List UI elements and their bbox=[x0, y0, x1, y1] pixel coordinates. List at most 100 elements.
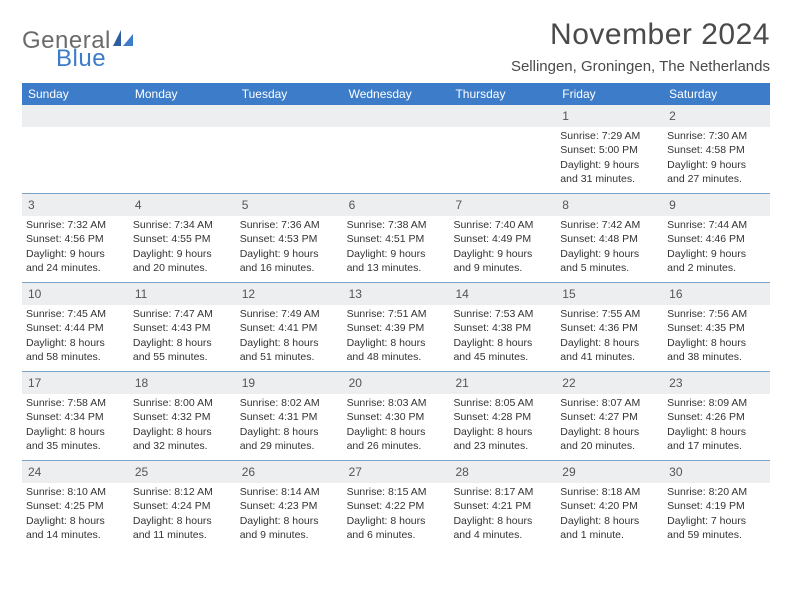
day-number bbox=[343, 105, 450, 127]
day-number: 8 bbox=[556, 194, 663, 216]
day-number: 25 bbox=[129, 461, 236, 483]
day-number: 12 bbox=[236, 283, 343, 305]
day-number: 16 bbox=[663, 283, 770, 305]
day-cell: 10Sunrise: 7:45 AMSunset: 4:44 PMDayligh… bbox=[22, 283, 129, 371]
daylight-text: Daylight: 8 hours and 11 minutes. bbox=[133, 514, 232, 542]
weekday-header: Tuesday bbox=[236, 83, 343, 105]
day-body bbox=[343, 127, 450, 133]
sunset-text: Sunset: 4:19 PM bbox=[667, 499, 766, 513]
day-number: 3 bbox=[22, 194, 129, 216]
daylight-text: Daylight: 8 hours and 35 minutes. bbox=[26, 425, 125, 453]
day-number: 10 bbox=[22, 283, 129, 305]
month-title: November 2024 bbox=[511, 18, 770, 52]
sunrise-text: Sunrise: 7:30 AM bbox=[667, 129, 766, 143]
daylight-text: Daylight: 8 hours and 32 minutes. bbox=[133, 425, 232, 453]
day-number: 5 bbox=[236, 194, 343, 216]
day-body: Sunrise: 7:38 AMSunset: 4:51 PMDaylight:… bbox=[343, 216, 450, 279]
day-body: Sunrise: 7:40 AMSunset: 4:49 PMDaylight:… bbox=[449, 216, 556, 279]
day-body: Sunrise: 8:07 AMSunset: 4:27 PMDaylight:… bbox=[556, 394, 663, 457]
day-number: 9 bbox=[663, 194, 770, 216]
daylight-text: Daylight: 9 hours and 31 minutes. bbox=[560, 158, 659, 186]
daylight-text: Daylight: 8 hours and 55 minutes. bbox=[133, 336, 232, 364]
sunrise-text: Sunrise: 7:42 AM bbox=[560, 218, 659, 232]
day-number: 24 bbox=[22, 461, 129, 483]
day-number: 29 bbox=[556, 461, 663, 483]
sunrise-text: Sunrise: 8:07 AM bbox=[560, 396, 659, 410]
day-cell: 25Sunrise: 8:12 AMSunset: 4:24 PMDayligh… bbox=[129, 461, 236, 549]
day-cell bbox=[343, 105, 450, 193]
logo: General Blue bbox=[22, 18, 135, 71]
day-cell: 28Sunrise: 8:17 AMSunset: 4:21 PMDayligh… bbox=[449, 461, 556, 549]
sunset-text: Sunset: 4:22 PM bbox=[347, 499, 446, 513]
day-cell: 5Sunrise: 7:36 AMSunset: 4:53 PMDaylight… bbox=[236, 194, 343, 282]
day-cell: 7Sunrise: 7:40 AMSunset: 4:49 PMDaylight… bbox=[449, 194, 556, 282]
week-row: 17Sunrise: 7:58 AMSunset: 4:34 PMDayligh… bbox=[22, 372, 770, 461]
day-cell: 26Sunrise: 8:14 AMSunset: 4:23 PMDayligh… bbox=[236, 461, 343, 549]
sunset-text: Sunset: 4:48 PM bbox=[560, 232, 659, 246]
weekday-header: Thursday bbox=[449, 83, 556, 105]
sunset-text: Sunset: 4:49 PM bbox=[453, 232, 552, 246]
sunset-text: Sunset: 4:35 PM bbox=[667, 321, 766, 335]
day-cell: 30Sunrise: 8:20 AMSunset: 4:19 PMDayligh… bbox=[663, 461, 770, 549]
day-number: 26 bbox=[236, 461, 343, 483]
week-row: 3Sunrise: 7:32 AMSunset: 4:56 PMDaylight… bbox=[22, 194, 770, 283]
daylight-text: Daylight: 8 hours and 4 minutes. bbox=[453, 514, 552, 542]
day-cell: 29Sunrise: 8:18 AMSunset: 4:20 PMDayligh… bbox=[556, 461, 663, 549]
day-number: 6 bbox=[343, 194, 450, 216]
daylight-text: Daylight: 8 hours and 1 minute. bbox=[560, 514, 659, 542]
daylight-text: Daylight: 8 hours and 45 minutes. bbox=[453, 336, 552, 364]
day-body: Sunrise: 7:45 AMSunset: 4:44 PMDaylight:… bbox=[22, 305, 129, 368]
sunrise-text: Sunrise: 7:58 AM bbox=[26, 396, 125, 410]
day-body: Sunrise: 8:05 AMSunset: 4:28 PMDaylight:… bbox=[449, 394, 556, 457]
day-cell: 20Sunrise: 8:03 AMSunset: 4:30 PMDayligh… bbox=[343, 372, 450, 460]
daylight-text: Daylight: 8 hours and 20 minutes. bbox=[560, 425, 659, 453]
sunrise-text: Sunrise: 7:49 AM bbox=[240, 307, 339, 321]
sunrise-text: Sunrise: 8:03 AM bbox=[347, 396, 446, 410]
sunrise-text: Sunrise: 7:34 AM bbox=[133, 218, 232, 232]
day-cell: 13Sunrise: 7:51 AMSunset: 4:39 PMDayligh… bbox=[343, 283, 450, 371]
day-number: 1 bbox=[556, 105, 663, 127]
daylight-text: Daylight: 8 hours and 17 minutes. bbox=[667, 425, 766, 453]
sunset-text: Sunset: 4:43 PM bbox=[133, 321, 232, 335]
day-number bbox=[129, 105, 236, 127]
day-body: Sunrise: 8:02 AMSunset: 4:31 PMDaylight:… bbox=[236, 394, 343, 457]
day-number: 13 bbox=[343, 283, 450, 305]
sunrise-text: Sunrise: 8:10 AM bbox=[26, 485, 125, 499]
sunset-text: Sunset: 4:46 PM bbox=[667, 232, 766, 246]
sunrise-text: Sunrise: 8:09 AM bbox=[667, 396, 766, 410]
sunset-text: Sunset: 4:44 PM bbox=[26, 321, 125, 335]
day-body: Sunrise: 7:29 AMSunset: 5:00 PMDaylight:… bbox=[556, 127, 663, 190]
day-cell: 22Sunrise: 8:07 AMSunset: 4:27 PMDayligh… bbox=[556, 372, 663, 460]
day-cell: 16Sunrise: 7:56 AMSunset: 4:35 PMDayligh… bbox=[663, 283, 770, 371]
day-cell: 11Sunrise: 7:47 AMSunset: 4:43 PMDayligh… bbox=[129, 283, 236, 371]
sunset-text: Sunset: 4:51 PM bbox=[347, 232, 446, 246]
day-cell: 2Sunrise: 7:30 AMSunset: 4:58 PMDaylight… bbox=[663, 105, 770, 193]
sunrise-text: Sunrise: 7:38 AM bbox=[347, 218, 446, 232]
weekday-header: Friday bbox=[556, 83, 663, 105]
day-number: 30 bbox=[663, 461, 770, 483]
day-cell: 3Sunrise: 7:32 AMSunset: 4:56 PMDaylight… bbox=[22, 194, 129, 282]
day-number: 7 bbox=[449, 194, 556, 216]
sunrise-text: Sunrise: 7:51 AM bbox=[347, 307, 446, 321]
day-number bbox=[22, 105, 129, 127]
daylight-text: Daylight: 8 hours and 23 minutes. bbox=[453, 425, 552, 453]
sunrise-text: Sunrise: 7:55 AM bbox=[560, 307, 659, 321]
sunset-text: Sunset: 4:24 PM bbox=[133, 499, 232, 513]
day-body: Sunrise: 8:00 AMSunset: 4:32 PMDaylight:… bbox=[129, 394, 236, 457]
day-body: Sunrise: 7:55 AMSunset: 4:36 PMDaylight:… bbox=[556, 305, 663, 368]
day-cell: 14Sunrise: 7:53 AMSunset: 4:38 PMDayligh… bbox=[449, 283, 556, 371]
daylight-text: Daylight: 8 hours and 9 minutes. bbox=[240, 514, 339, 542]
sunset-text: Sunset: 4:41 PM bbox=[240, 321, 339, 335]
day-body: Sunrise: 7:34 AMSunset: 4:55 PMDaylight:… bbox=[129, 216, 236, 279]
sunset-text: Sunset: 4:39 PM bbox=[347, 321, 446, 335]
sunrise-text: Sunrise: 7:36 AM bbox=[240, 218, 339, 232]
day-body: Sunrise: 7:47 AMSunset: 4:43 PMDaylight:… bbox=[129, 305, 236, 368]
day-cell bbox=[449, 105, 556, 193]
day-body: Sunrise: 8:18 AMSunset: 4:20 PMDaylight:… bbox=[556, 483, 663, 546]
daylight-text: Daylight: 9 hours and 9 minutes. bbox=[453, 247, 552, 275]
sunset-text: Sunset: 5:00 PM bbox=[560, 143, 659, 157]
daylight-text: Daylight: 8 hours and 51 minutes. bbox=[240, 336, 339, 364]
sunrise-text: Sunrise: 7:40 AM bbox=[453, 218, 552, 232]
day-cell bbox=[129, 105, 236, 193]
daylight-text: Daylight: 8 hours and 26 minutes. bbox=[347, 425, 446, 453]
